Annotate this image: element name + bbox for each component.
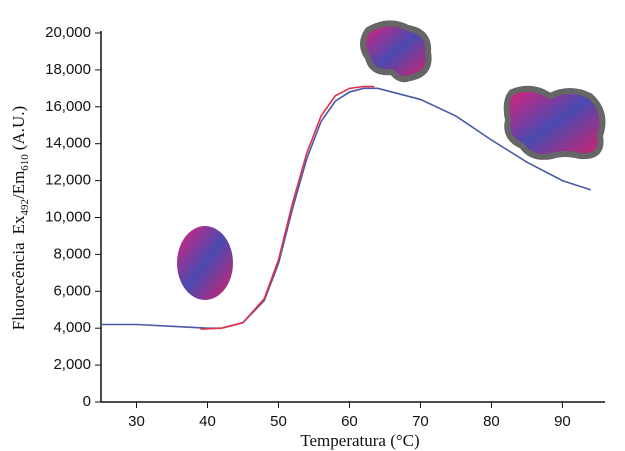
y-label-em-sub: 610	[19, 154, 31, 171]
x-tick-label: 50	[270, 413, 287, 430]
protein-unfolded	[360, 20, 432, 83]
x-axis-label: Temperatura (°C)	[300, 431, 419, 450]
x-tick-label: 70	[412, 413, 429, 430]
y-label-unit: (A.U.)	[9, 106, 28, 150]
y-label-em: /Em	[9, 171, 28, 199]
y-tick-label: 20,000	[45, 24, 91, 41]
y-tick-label: 0	[83, 393, 91, 410]
protein-folded	[177, 226, 233, 300]
x-tick-label: 30	[128, 413, 145, 430]
y-tick-label: 14,000	[45, 135, 91, 152]
x-tick-label: 60	[341, 413, 358, 430]
protein-aggregate	[503, 85, 606, 160]
y-tick-label: 6,000	[53, 282, 91, 299]
y-tick-label: 8,000	[53, 245, 91, 262]
y-tick-label: 2,000	[53, 356, 91, 373]
x-tick-label: 80	[483, 413, 500, 430]
y-label-ex-sub: 492	[19, 199, 31, 216]
y-tick-label: 10,000	[45, 208, 91, 225]
y-tick-label: 18,000	[45, 61, 91, 78]
x-tick-label: 40	[199, 413, 216, 430]
illustrations	[177, 20, 606, 300]
series-line	[200, 85, 375, 330]
y-label-ex: Ex	[9, 215, 28, 234]
y-axis-label: Fluorecência Ex492/Em610 (A.U.)	[9, 106, 31, 330]
y-tick-label: 16,000	[45, 98, 91, 115]
y-tick-label: 12,000	[45, 172, 91, 189]
y-label-main: Fluorecência	[9, 242, 28, 330]
y-tick-label: 4,000	[53, 319, 91, 336]
x-tick-label: 90	[554, 413, 571, 430]
